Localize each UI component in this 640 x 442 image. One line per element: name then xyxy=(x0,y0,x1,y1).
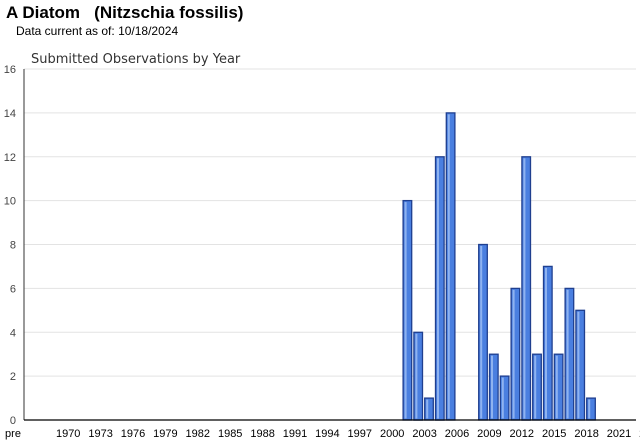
bar-highlight-2010 xyxy=(501,377,504,419)
y-tick-label: 16 xyxy=(4,64,16,76)
bar-highlight-2011 xyxy=(512,289,515,419)
x-tick-label: 2003 xyxy=(412,428,436,440)
bar-highlight-2018 xyxy=(588,399,591,419)
y-tick-label: 6 xyxy=(10,283,16,295)
bar-2003 xyxy=(424,397,434,421)
x-tick-label: 1985 xyxy=(218,428,242,440)
x-tick-label: 2006 xyxy=(445,428,469,440)
bar-highlight-2016 xyxy=(566,289,569,419)
bar-highlight-2017 xyxy=(577,311,580,419)
chart-title: Submitted Observations by Year xyxy=(31,52,241,67)
chart-heading: A Diatom (Nitzschia fossilis) xyxy=(6,3,243,23)
data-current-date: 10/18/2024 xyxy=(118,24,179,38)
bar-2008 xyxy=(478,243,488,421)
bar-2009 xyxy=(488,353,499,421)
bar-2010 xyxy=(499,375,510,421)
bar-2017 xyxy=(575,309,586,421)
bar-2005 xyxy=(445,112,456,421)
bar-highlight-2015 xyxy=(555,355,558,419)
bar-2012 xyxy=(521,156,532,421)
bar-highlight-2013 xyxy=(534,355,537,419)
x-tick-label: 2009 xyxy=(477,428,501,440)
x-tick-label: 1979 xyxy=(153,428,177,440)
bars xyxy=(402,112,596,421)
bar-2015 xyxy=(553,353,564,421)
data-current-label: Data current as of: xyxy=(16,24,115,38)
bar-2001 xyxy=(402,199,413,421)
x-tick-label: 1976 xyxy=(121,428,145,440)
y-tick-label: 4 xyxy=(10,327,16,339)
x-tick-label: 1982 xyxy=(186,428,210,440)
bar-highlight-2004 xyxy=(437,158,439,419)
bar-2002 xyxy=(413,331,424,421)
x-tick-label: 1994 xyxy=(315,428,339,440)
y-tick-label: 8 xyxy=(10,240,16,252)
y-axis: 0 2 4 6 8 10 12 14 16 xyxy=(4,64,25,427)
x-tick-label: 1991 xyxy=(283,428,307,440)
x-tick-label: 1973 xyxy=(88,428,112,440)
x-tick-label: 2012 xyxy=(510,428,534,440)
x-tick-label: 2015 xyxy=(542,428,566,440)
bar-2014 xyxy=(542,265,553,421)
bar-highlight-2002 xyxy=(415,333,418,419)
x-tick-label: 1988 xyxy=(250,428,274,440)
x-tick-label: 1997 xyxy=(348,428,372,440)
species-scientific-name: (Nitzschia fossilis) xyxy=(94,3,244,22)
bar-highlight-2003 xyxy=(426,399,429,419)
y-tick-label: 2 xyxy=(10,371,16,383)
y-tick-label: 0 xyxy=(10,415,16,427)
y-tick-label: 10 xyxy=(4,196,16,208)
bar-highlight-2012 xyxy=(523,158,526,419)
bar-highlight-2014 xyxy=(545,267,547,419)
gridlines xyxy=(24,68,636,377)
bar-highlight-2008 xyxy=(480,246,483,419)
bar-2011 xyxy=(510,287,521,421)
x-tick-label: 2021 xyxy=(607,428,631,440)
bar-2013 xyxy=(532,353,542,421)
bar-2004 xyxy=(434,156,445,421)
x-tick-label: 2018 xyxy=(574,428,598,440)
bar-highlight-2009 xyxy=(491,355,493,419)
bar-highlight-2005 xyxy=(447,114,450,419)
bar-2018 xyxy=(586,397,596,421)
bar-highlight-2001 xyxy=(404,202,407,419)
bar-2016 xyxy=(564,287,575,421)
data-currency-note: Data current as of: 10/18/2024 xyxy=(16,24,178,38)
species-common-name: A Diatom xyxy=(6,3,80,22)
x-tick-label: 1970 xyxy=(56,428,80,440)
x-tick-label: 2000 xyxy=(380,428,404,440)
x-tick-label: pre xyxy=(5,428,21,440)
x-axis: pre 1970 1973 1976 1979 1982 1985 1988 1991 1994 1… xyxy=(5,419,640,440)
y-tick-label: 12 xyxy=(4,152,16,164)
y-tick-label: 14 xyxy=(4,108,16,120)
